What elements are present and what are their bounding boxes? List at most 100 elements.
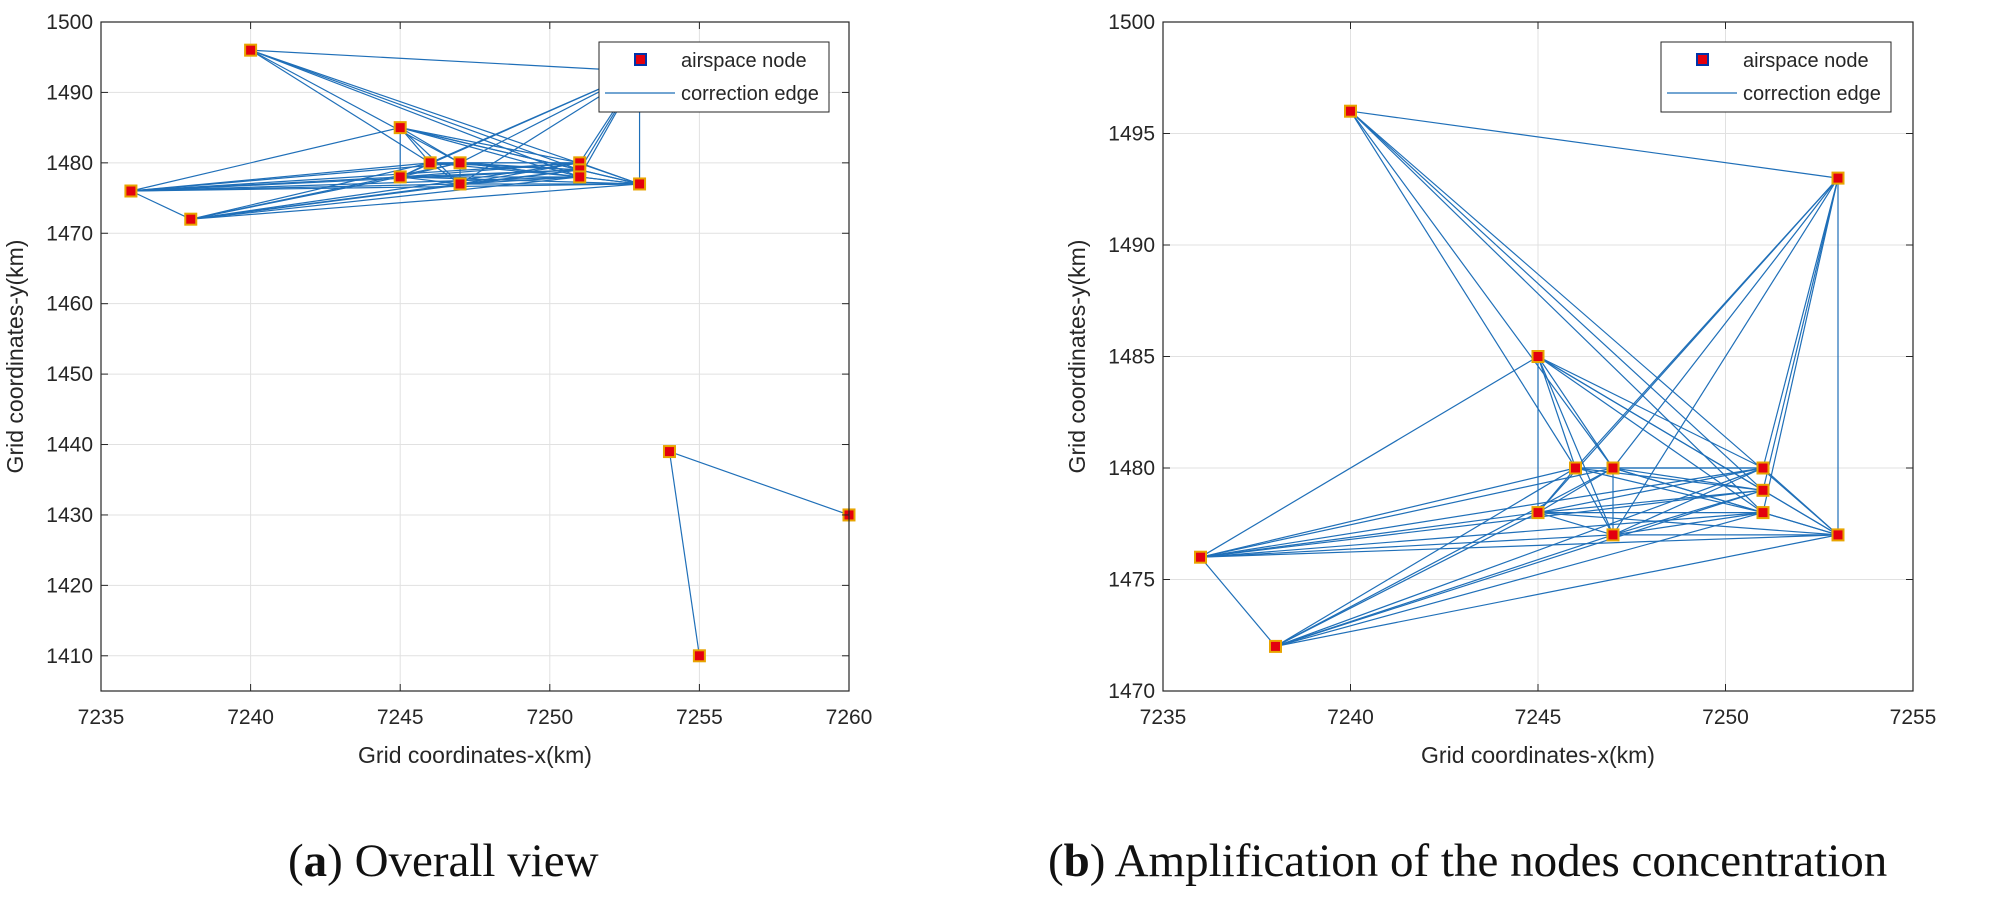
zoom-correction-edge — [1200, 355, 1539, 558]
caption-b: (b) Amplification of the nodes concentra… — [1048, 835, 1888, 887]
zoom-correction-edge — [1612, 177, 1839, 536]
overall-legend-node-marker — [634, 53, 647, 66]
overall-x-tick-label: 7260 — [826, 706, 873, 729]
zoom-x-tick-label: 7235 — [1140, 706, 1187, 729]
zoom-correction-edge — [1612, 489, 1764, 536]
zoom-correction-edge — [1200, 556, 1276, 647]
overall-correction-edge — [400, 169, 580, 178]
overall-y-tick-label: 1480 — [46, 152, 93, 175]
zoom-correction-edge — [1200, 467, 1614, 558]
overall-legend: airspace node correction edge — [598, 41, 830, 113]
zoom-correction-edge — [1537, 489, 1764, 514]
overall-correction-edge — [669, 451, 850, 516]
overall-airspace-node — [423, 156, 437, 170]
overall-airspace-node — [393, 170, 407, 184]
zoom-correction-edge — [1574, 467, 1614, 536]
overall-y-tick-label: 1460 — [46, 293, 93, 316]
overall-y-tick-label: 1490 — [46, 81, 93, 104]
overall-correction-edge — [400, 162, 580, 178]
zoom-airspace-node — [1569, 461, 1582, 475]
zoom-correction-edge — [1762, 489, 1839, 536]
zoom-correction-edge — [1575, 467, 1764, 514]
overall-x-tick-label: 7250 — [526, 706, 573, 729]
zoom-y-tick-label: 1480 — [1108, 457, 1155, 480]
zoom-correction-edge — [1612, 512, 1764, 536]
zoom-correction-edge — [1537, 355, 1764, 469]
zoom-correction-edge — [1762, 177, 1839, 491]
zoom-airspace-node — [1606, 528, 1620, 542]
zoom-correction-edge — [1200, 534, 1614, 558]
zoom-x-axis-label: Grid coordinates-x(km) — [1421, 742, 1655, 768]
overall-legend-node-label: airspace node — [681, 50, 807, 72]
zoom-y-tick-label: 1500 — [1108, 11, 1155, 34]
overall-correction-edge — [459, 169, 580, 185]
overall-x-tick-label: 7255 — [676, 706, 723, 729]
overall-x-tick-label: 7240 — [227, 706, 274, 729]
overall-correction-edge — [250, 49, 461, 164]
overall-airspace-node — [633, 177, 647, 191]
zoom-correction-edge — [1200, 534, 1839, 558]
zoom-legend-edge-label: correction edge — [1743, 83, 1881, 105]
overall-y-tick-label: 1410 — [46, 645, 93, 668]
overall-correction-edge — [460, 176, 580, 185]
overall-correction-edge — [130, 162, 461, 192]
overall-correction-edge — [668, 451, 700, 656]
zoom-y-tick-label: 1490 — [1108, 234, 1155, 257]
caption-a: (a) Overall view — [288, 835, 599, 887]
overall-airspace-node — [393, 121, 407, 135]
zoom-y-tick-label: 1470 — [1108, 680, 1155, 703]
zoom-correction-edge — [1275, 467, 1614, 647]
overall-plot: 7235 7240 7245 7250 7255 7260 1410 1420 1430 1440… — [2, 11, 872, 768]
zoom-correction-edge — [1537, 467, 1614, 514]
zoom-airspace-node — [1194, 550, 1207, 564]
caption-b-letter: b — [1063, 835, 1090, 887]
zoom-correction-edge — [1275, 534, 1839, 647]
overall-correction-edge — [190, 183, 640, 220]
overall-airspace-node — [184, 212, 198, 226]
zoom-correction-edge — [1200, 467, 1764, 558]
zoom-correction-edge — [1350, 110, 1764, 491]
zoom-correction-edge — [1537, 512, 1614, 536]
zoom-correction-edge — [1275, 489, 1764, 647]
zoom-airspace-node — [1606, 461, 1620, 475]
zoom-correction-edge — [1537, 356, 1614, 469]
overall-correction-edge — [130, 190, 192, 220]
overall-correction-edge — [400, 176, 461, 185]
zoom-correction-edge — [1762, 177, 1839, 513]
overall-correction-edge — [250, 49, 580, 178]
zoom-airspace-node — [1756, 506, 1770, 520]
overall-y-tick-label: 1500 — [46, 11, 93, 34]
zoom-y-tick-label: 1485 — [1108, 346, 1155, 369]
overall-correction-edge — [130, 183, 640, 192]
zoom-correction-edge — [1537, 467, 1764, 514]
caption-a-letter: a — [303, 835, 328, 887]
zoom-legend: airspace node correction edge — [1660, 41, 1892, 113]
zoom-y-tick-label: 1495 — [1108, 123, 1155, 146]
overall-x-tick-label: 7235 — [78, 706, 125, 729]
overall-axes-box — [100, 21, 850, 692]
zoom-correction-edge — [1537, 356, 1764, 514]
zoom-correction-edge — [1762, 467, 1839, 536]
zoom-legend-node-marker — [1696, 53, 1709, 66]
overall-correction-edge — [579, 169, 640, 185]
zoom-correction-edge — [1350, 110, 1614, 469]
zoom-correction-edge — [1200, 512, 1539, 558]
zoom-airspace-node — [1269, 639, 1282, 653]
overall-correction-edge — [130, 127, 401, 192]
overall-correction-edge — [579, 176, 640, 185]
zoom-airspace-node — [1756, 461, 1770, 475]
zoom-correction-edge — [1537, 356, 1577, 469]
zoom-airspace-node — [1756, 483, 1770, 497]
zoom-correction-edge — [1200, 467, 1576, 558]
overall-airspace-node — [124, 184, 138, 198]
caption-a-text: Overall view — [342, 835, 599, 887]
overall-correction-edge — [400, 127, 580, 164]
overall-legend-edge-label: correction edge — [681, 83, 819, 105]
zoom-legend-node-label: airspace node — [1743, 50, 1869, 72]
zoom-correction-edge — [1350, 110, 1839, 179]
overall-correction-edge — [460, 162, 580, 171]
zoom-correction-edge — [1762, 512, 1839, 536]
overall-airspace-node — [453, 156, 467, 170]
zoom-correction-edge — [1575, 177, 1839, 469]
overall-plot-area — [101, 22, 849, 691]
